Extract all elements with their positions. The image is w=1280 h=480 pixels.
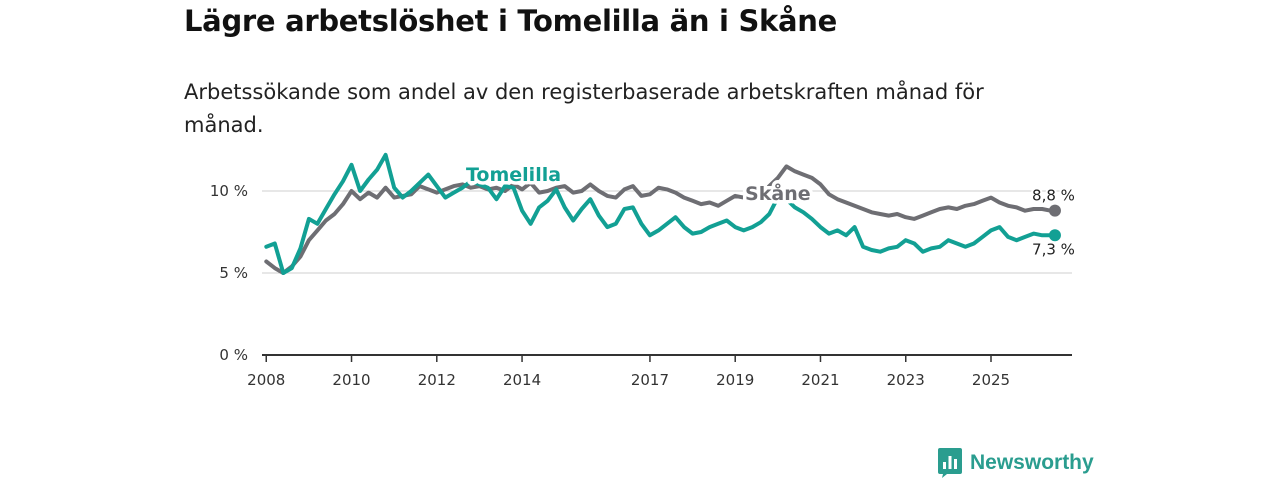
x-tick-label: 2021 [801,371,839,389]
end-point-tomelilla [1048,229,1061,242]
y-tick-label: 5 % [219,264,248,282]
series-line-tomelilla [264,152,1057,275]
x-tick-label: 2019 [716,371,754,389]
series-line-sk-ne [264,164,1057,275]
x-tick-label: 2023 [887,371,925,389]
y-axis-ticks: 0 % 5 % 10 % [210,182,248,364]
newsworthy-logo: Newsworthy [938,448,1094,478]
x-axis-ticks: 2008 2010 2012 2014 2017 2019 2021 2023 2025 [247,355,1010,389]
x-tick-label: 2012 [418,371,456,389]
gridlines [262,190,1072,356]
y-tick-label: 0 % [219,346,248,364]
brand-name: Newsworthy [970,451,1094,474]
end-point-sk-ne [1048,204,1061,217]
x-tick-label: 2025 [972,371,1010,389]
series-label-skane: Skåne [745,181,811,205]
y-tick-label: 10 % [210,182,248,200]
label-layer: Tomelilla Skåne 8,8 % 7,3 % [463,161,1077,261]
end-label-tomelilla: 7,3 % [1032,240,1075,258]
end-label-skane: 8,8 % [1032,187,1075,205]
x-tick-label: 2010 [332,371,370,389]
x-tick-label: 2008 [247,371,285,389]
series-label-tomelilla: Tomelilla [466,164,561,186]
series-layer [264,152,1061,275]
x-tick-label: 2014 [503,371,541,389]
chart-title: Lägre arbetslöshet i Tomelilla än i Skån… [184,4,838,38]
bar-chart-icon [938,448,962,478]
chart-subtitle: Arbetssökande som andel av den registerb… [184,80,984,137]
x-tick-label: 2017 [631,371,669,389]
